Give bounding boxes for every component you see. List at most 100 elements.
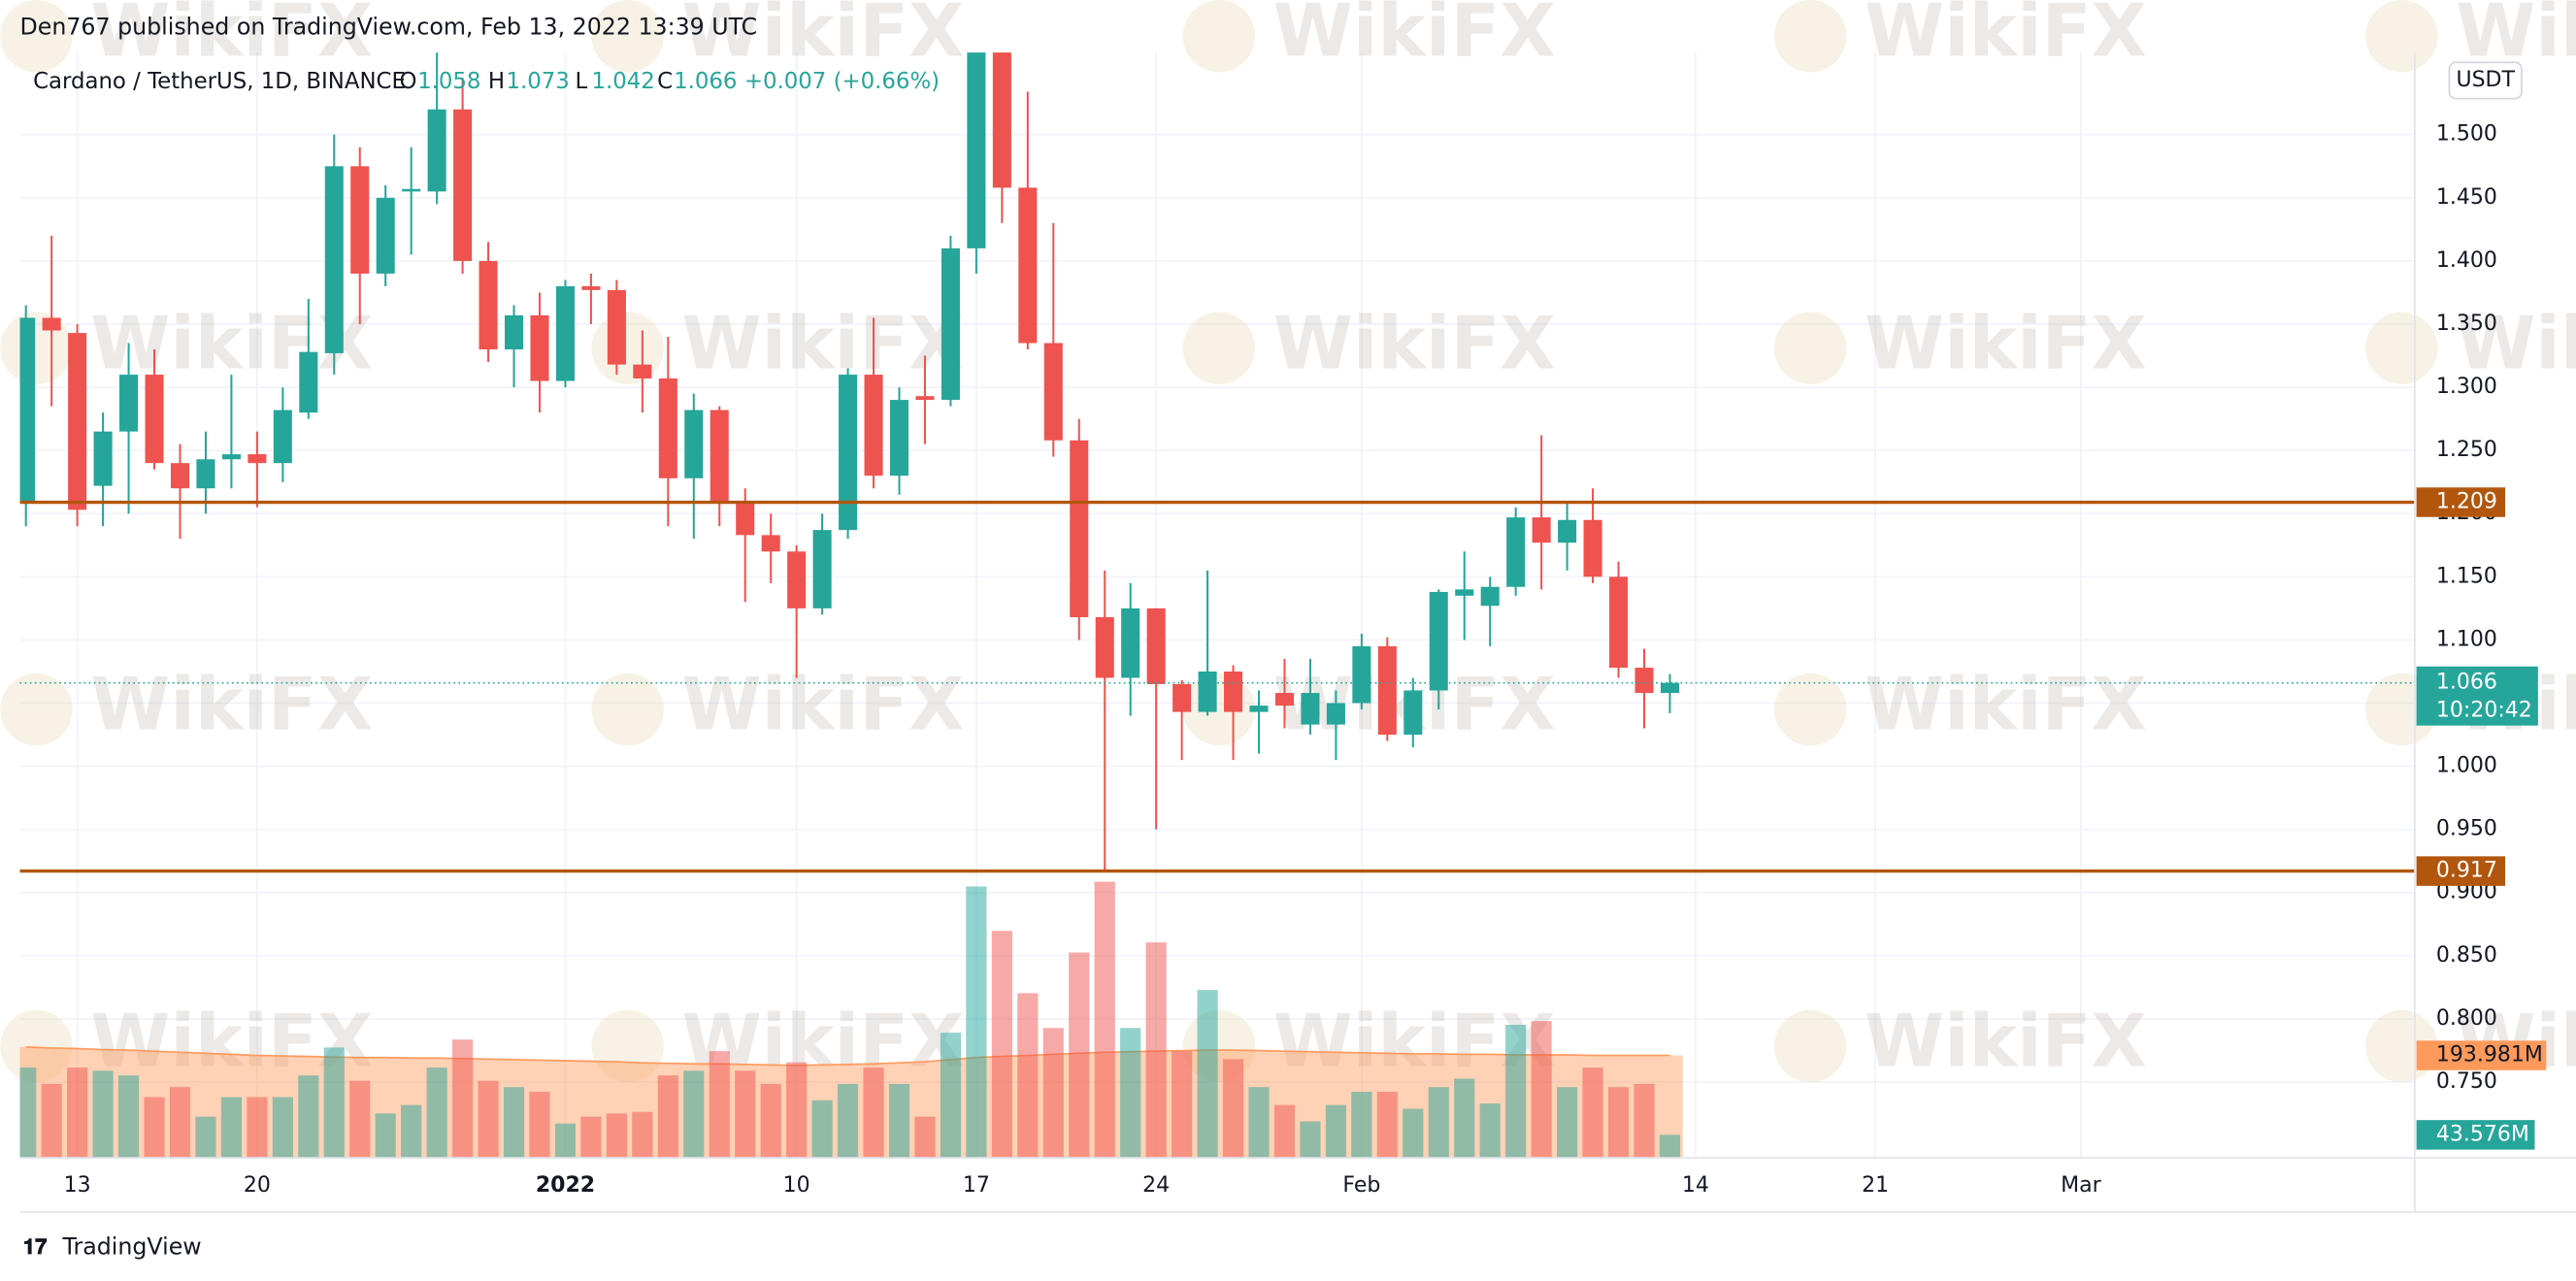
- watermark-logo: [1773, 312, 1847, 384]
- logo-mark: 𝟏𝟕: [23, 1235, 48, 1260]
- x-tick-label: Mar: [2061, 1173, 2101, 1198]
- candle-body: [1224, 671, 1243, 712]
- volume-bar: [1479, 1103, 1501, 1159]
- volume-bar: [247, 1097, 268, 1159]
- legend-o: O: [399, 69, 416, 94]
- volume-bar: [375, 1113, 396, 1159]
- currency-box[interactable]: [2448, 61, 2523, 100]
- level-label-box: [2416, 856, 2505, 886]
- volume-bar: [401, 1104, 422, 1159]
- volume-bar: [1607, 1087, 1630, 1159]
- candle-body: [119, 375, 139, 432]
- x-tick-label: 10: [783, 1173, 810, 1198]
- volume-bar: [1248, 1087, 1270, 1159]
- candle-body: [1635, 668, 1654, 694]
- candle-body: [1429, 591, 1448, 691]
- watermark: WikiFX: [1273, 301, 1556, 385]
- volume-bar: [1172, 1051, 1193, 1159]
- candle-body: [93, 431, 113, 486]
- candle-body: [19, 317, 36, 502]
- candle-body: [1326, 703, 1345, 725]
- volume-bar: [1351, 1092, 1372, 1159]
- volume-bar: [709, 1051, 730, 1159]
- candle-body: [42, 317, 61, 331]
- candle-body: [1352, 645, 1371, 704]
- volume-bar: [41, 1083, 62, 1159]
- volume-bar: [554, 1123, 577, 1159]
- candle-body: [915, 396, 935, 401]
- y-tick-label: 1.350: [2436, 312, 2497, 336]
- volume-bar: [1325, 1104, 1346, 1159]
- volume-bar: [606, 1113, 627, 1159]
- watermark-logo: [1182, 0, 1256, 73]
- volume-bar: [760, 1083, 781, 1159]
- volume-bar: [1634, 1083, 1655, 1159]
- candle-body: [839, 375, 858, 531]
- candle-body: [221, 454, 241, 460]
- candle-body: [1070, 440, 1089, 617]
- volume-bar: [735, 1070, 756, 1159]
- candle-body: [812, 530, 832, 608]
- volume-bar: [452, 1039, 474, 1159]
- volume-bar: [1017, 993, 1039, 1159]
- volume-bar: [92, 1070, 114, 1159]
- volume-bar: [144, 1097, 165, 1159]
- volume-bar: [426, 1068, 447, 1159]
- candle-body: [1404, 690, 1423, 736]
- volume-bar: [323, 1047, 345, 1159]
- watermark: WikiFX: [90, 663, 373, 747]
- watermark: WikiFX: [1865, 1000, 2147, 1084]
- watermark-logo: [0, 673, 73, 746]
- x-tick-label: Feb: [1342, 1173, 1380, 1198]
- volume-bar: [1505, 1025, 1527, 1159]
- x-tick-label: 20: [244, 1173, 271, 1198]
- watermark: WikiFX: [682, 301, 965, 385]
- volume-bar: [349, 1080, 371, 1159]
- candle-body: [299, 351, 318, 413]
- currency-label[interactable]: USDT: [2456, 68, 2515, 92]
- volume-bar: [657, 1075, 678, 1159]
- watermark-logo: [591, 0, 664, 73]
- y-tick-label: 1.500: [2436, 122, 2497, 147]
- watermark-logo: [0, 312, 73, 384]
- candle-body: [145, 375, 164, 464]
- candle-body: [1532, 517, 1551, 543]
- watermark: WikiFX: [90, 0, 373, 74]
- footer-brand: TradingView: [62, 1233, 202, 1261]
- volume-bar: [117, 1075, 140, 1159]
- legend-high: 1.073: [506, 69, 569, 94]
- level-label: 1.209: [2436, 490, 2497, 514]
- y-tick-label: 0.800: [2436, 1006, 2497, 1031]
- watermark-logo: [1773, 673, 1847, 746]
- watermark-logo: [0, 0, 73, 73]
- axes: 0.7500.8000.8500.9000.9501.0001.0501.100…: [64, 122, 2547, 1198]
- legend-close: 1.066: [674, 69, 737, 94]
- y-tick-label: 1.300: [2436, 375, 2497, 399]
- candle-body: [273, 410, 292, 464]
- watermark: WikiFX: [1865, 301, 2147, 385]
- candle-body: [658, 378, 677, 478]
- watermark-logo: [1773, 0, 1847, 73]
- candle-body: [1172, 683, 1192, 712]
- candle-body: [324, 166, 344, 353]
- candle-body: [1377, 645, 1397, 736]
- legend-open: 1.058: [417, 69, 480, 94]
- candle-body: [427, 109, 446, 192]
- volume-ma-line: [25, 1046, 1670, 1067]
- candle-body: [967, 52, 986, 248]
- candle-body: [1018, 187, 1038, 344]
- countdown-label: 10:20:42: [2436, 698, 2532, 722]
- legend-h: H: [488, 69, 505, 94]
- volume-bar: [169, 1087, 191, 1159]
- price-label-box: [2416, 666, 2538, 726]
- y-tick-label: 0.850: [2436, 943, 2497, 968]
- x-tick-label: 2022: [536, 1173, 595, 1198]
- volume-bar: [1376, 1092, 1398, 1159]
- volume-bar: [914, 1116, 936, 1159]
- volume-bar: [220, 1097, 242, 1159]
- candle-body: [1274, 693, 1294, 706]
- candle-body: [1480, 586, 1500, 607]
- y-tick-label: 1.000: [2436, 754, 2497, 778]
- candle-body: [504, 314, 524, 350]
